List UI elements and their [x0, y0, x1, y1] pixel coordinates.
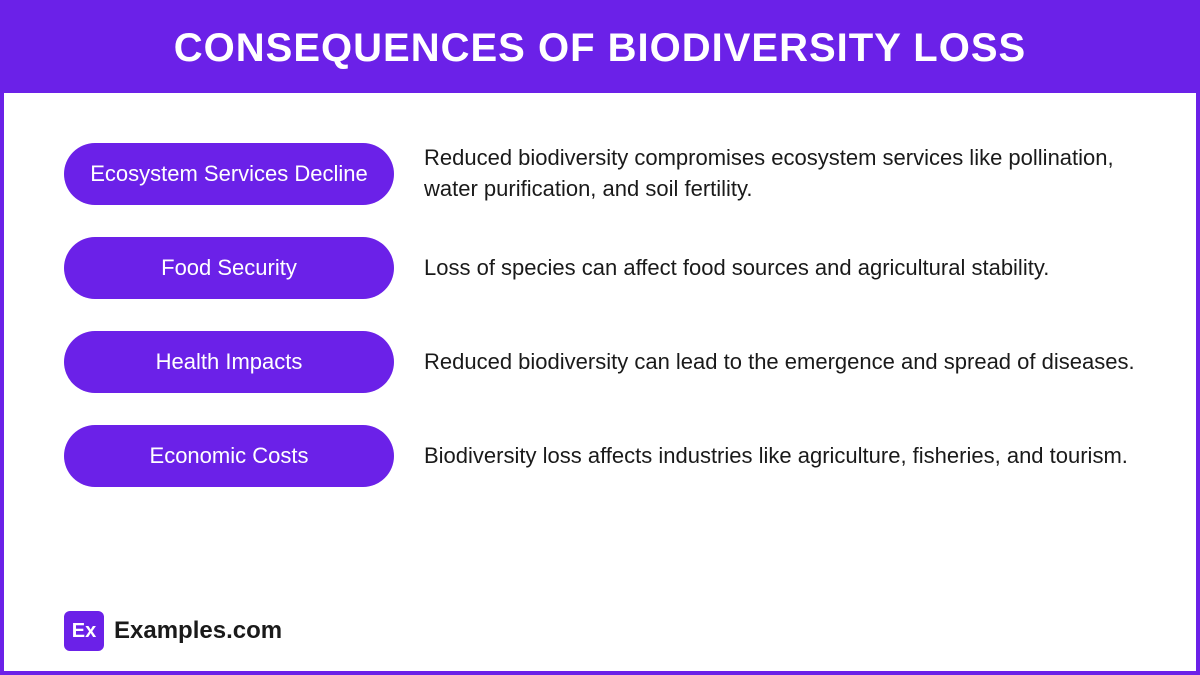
- brand-footer: Ex Examples.com: [64, 611, 282, 651]
- pill-label: Food Security: [64, 237, 394, 299]
- list-item: Health Impacts Reduced biodiversity can …: [64, 331, 1136, 393]
- item-description: Reduced biodiversity compromises ecosyst…: [424, 143, 1136, 205]
- list-item: Ecosystem Services Decline Reduced biodi…: [64, 143, 1136, 205]
- pill-label: Ecosystem Services Decline: [64, 143, 394, 205]
- list-item: Food Security Loss of species can affect…: [64, 237, 1136, 299]
- page-title: CONSEQUENCES OF BIODIVERSITY LOSS: [4, 4, 1196, 93]
- brand-name: Examples.com: [114, 617, 282, 645]
- item-description: Loss of species can affect food sources …: [424, 253, 1136, 284]
- pill-label: Health Impacts: [64, 331, 394, 393]
- pill-label: Economic Costs: [64, 425, 394, 487]
- infographic-container: CONSEQUENCES OF BIODIVERSITY LOSS Ecosys…: [0, 0, 1200, 675]
- list-item: Economic Costs Biodiversity loss affects…: [64, 425, 1136, 487]
- item-description: Biodiversity loss affects industries lik…: [424, 441, 1136, 472]
- brand-logo-icon: Ex: [64, 611, 104, 651]
- item-description: Reduced biodiversity can lead to the eme…: [424, 347, 1136, 378]
- content-area: Ecosystem Services Decline Reduced biodi…: [4, 93, 1196, 671]
